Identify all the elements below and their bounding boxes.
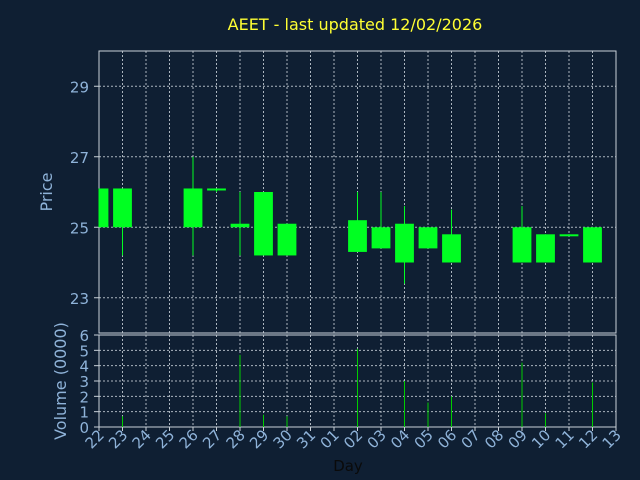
x-tick-label: 30: [270, 426, 296, 452]
x-tick-label: 04: [387, 426, 413, 452]
candle-body: [348, 220, 367, 252]
candle-body: [99, 188, 109, 228]
price-panel: 23 25 27 29: [70, 50, 617, 334]
price-tick-label: 29: [70, 78, 89, 96]
x-tick-label: 28: [223, 426, 249, 452]
candle-body: [512, 227, 532, 263]
candle-body: [583, 227, 602, 263]
candle-body: [254, 192, 273, 256]
x-tick-label: 05: [411, 426, 437, 452]
candle-body: [536, 234, 555, 263]
price-tick-label: 25: [70, 219, 89, 237]
x-tick-label: 12: [575, 426, 601, 452]
candle-body: [371, 227, 391, 249]
x-axis: 2223242526272829303101020304050607080910…: [82, 426, 625, 452]
x-tick-label: 01: [317, 426, 343, 452]
candle-body: [418, 227, 438, 249]
x-tick-label: 13: [599, 426, 625, 452]
x-tick-label: 24: [129, 426, 155, 452]
chart-title: AEET - last updated 12/02/2026: [228, 15, 483, 34]
price-axis-label: Price: [37, 172, 56, 211]
x-tick-label: 31: [293, 426, 319, 452]
x-tick-label: 10: [528, 426, 554, 452]
candle-body: [559, 234, 579, 237]
volume-tick-label: 0: [79, 419, 89, 437]
x-tick-label: 02: [340, 426, 366, 452]
candle-body: [183, 188, 203, 228]
candle-body: [230, 223, 250, 228]
x-axis-label: Day: [333, 457, 363, 475]
x-tick-label: 03: [364, 426, 390, 452]
x-tick-label: 09: [505, 426, 531, 452]
volume-tick-label: 2: [79, 388, 89, 406]
volume-tick-label: 3: [79, 373, 89, 391]
x-tick-label: 06: [434, 426, 460, 452]
x-tick-label: 27: [199, 426, 225, 452]
x-tick-label: 23: [105, 426, 131, 452]
candle-body: [442, 234, 461, 263]
volume-tick-label: 1: [79, 404, 89, 422]
candle-body: [113, 188, 132, 228]
x-tick-label: 26: [176, 426, 202, 452]
price-tick-label: 27: [70, 149, 89, 167]
volume-tick-label: 4: [79, 358, 89, 376]
volume-axis-label: Volume (0000): [51, 322, 70, 440]
volume-tick-label: 5: [79, 342, 89, 360]
volume-tick-label: 6: [79, 327, 89, 345]
candle-body: [277, 223, 297, 256]
candle-body: [395, 223, 414, 263]
price-tick-label: 23: [70, 290, 89, 308]
x-tick-label: 25: [152, 426, 178, 452]
x-tick-label: 11: [552, 426, 578, 452]
x-tick-label: 07: [458, 426, 484, 452]
x-tick-label: 08: [481, 426, 507, 452]
candle-body: [207, 188, 226, 191]
x-tick-label: 29: [246, 426, 272, 452]
